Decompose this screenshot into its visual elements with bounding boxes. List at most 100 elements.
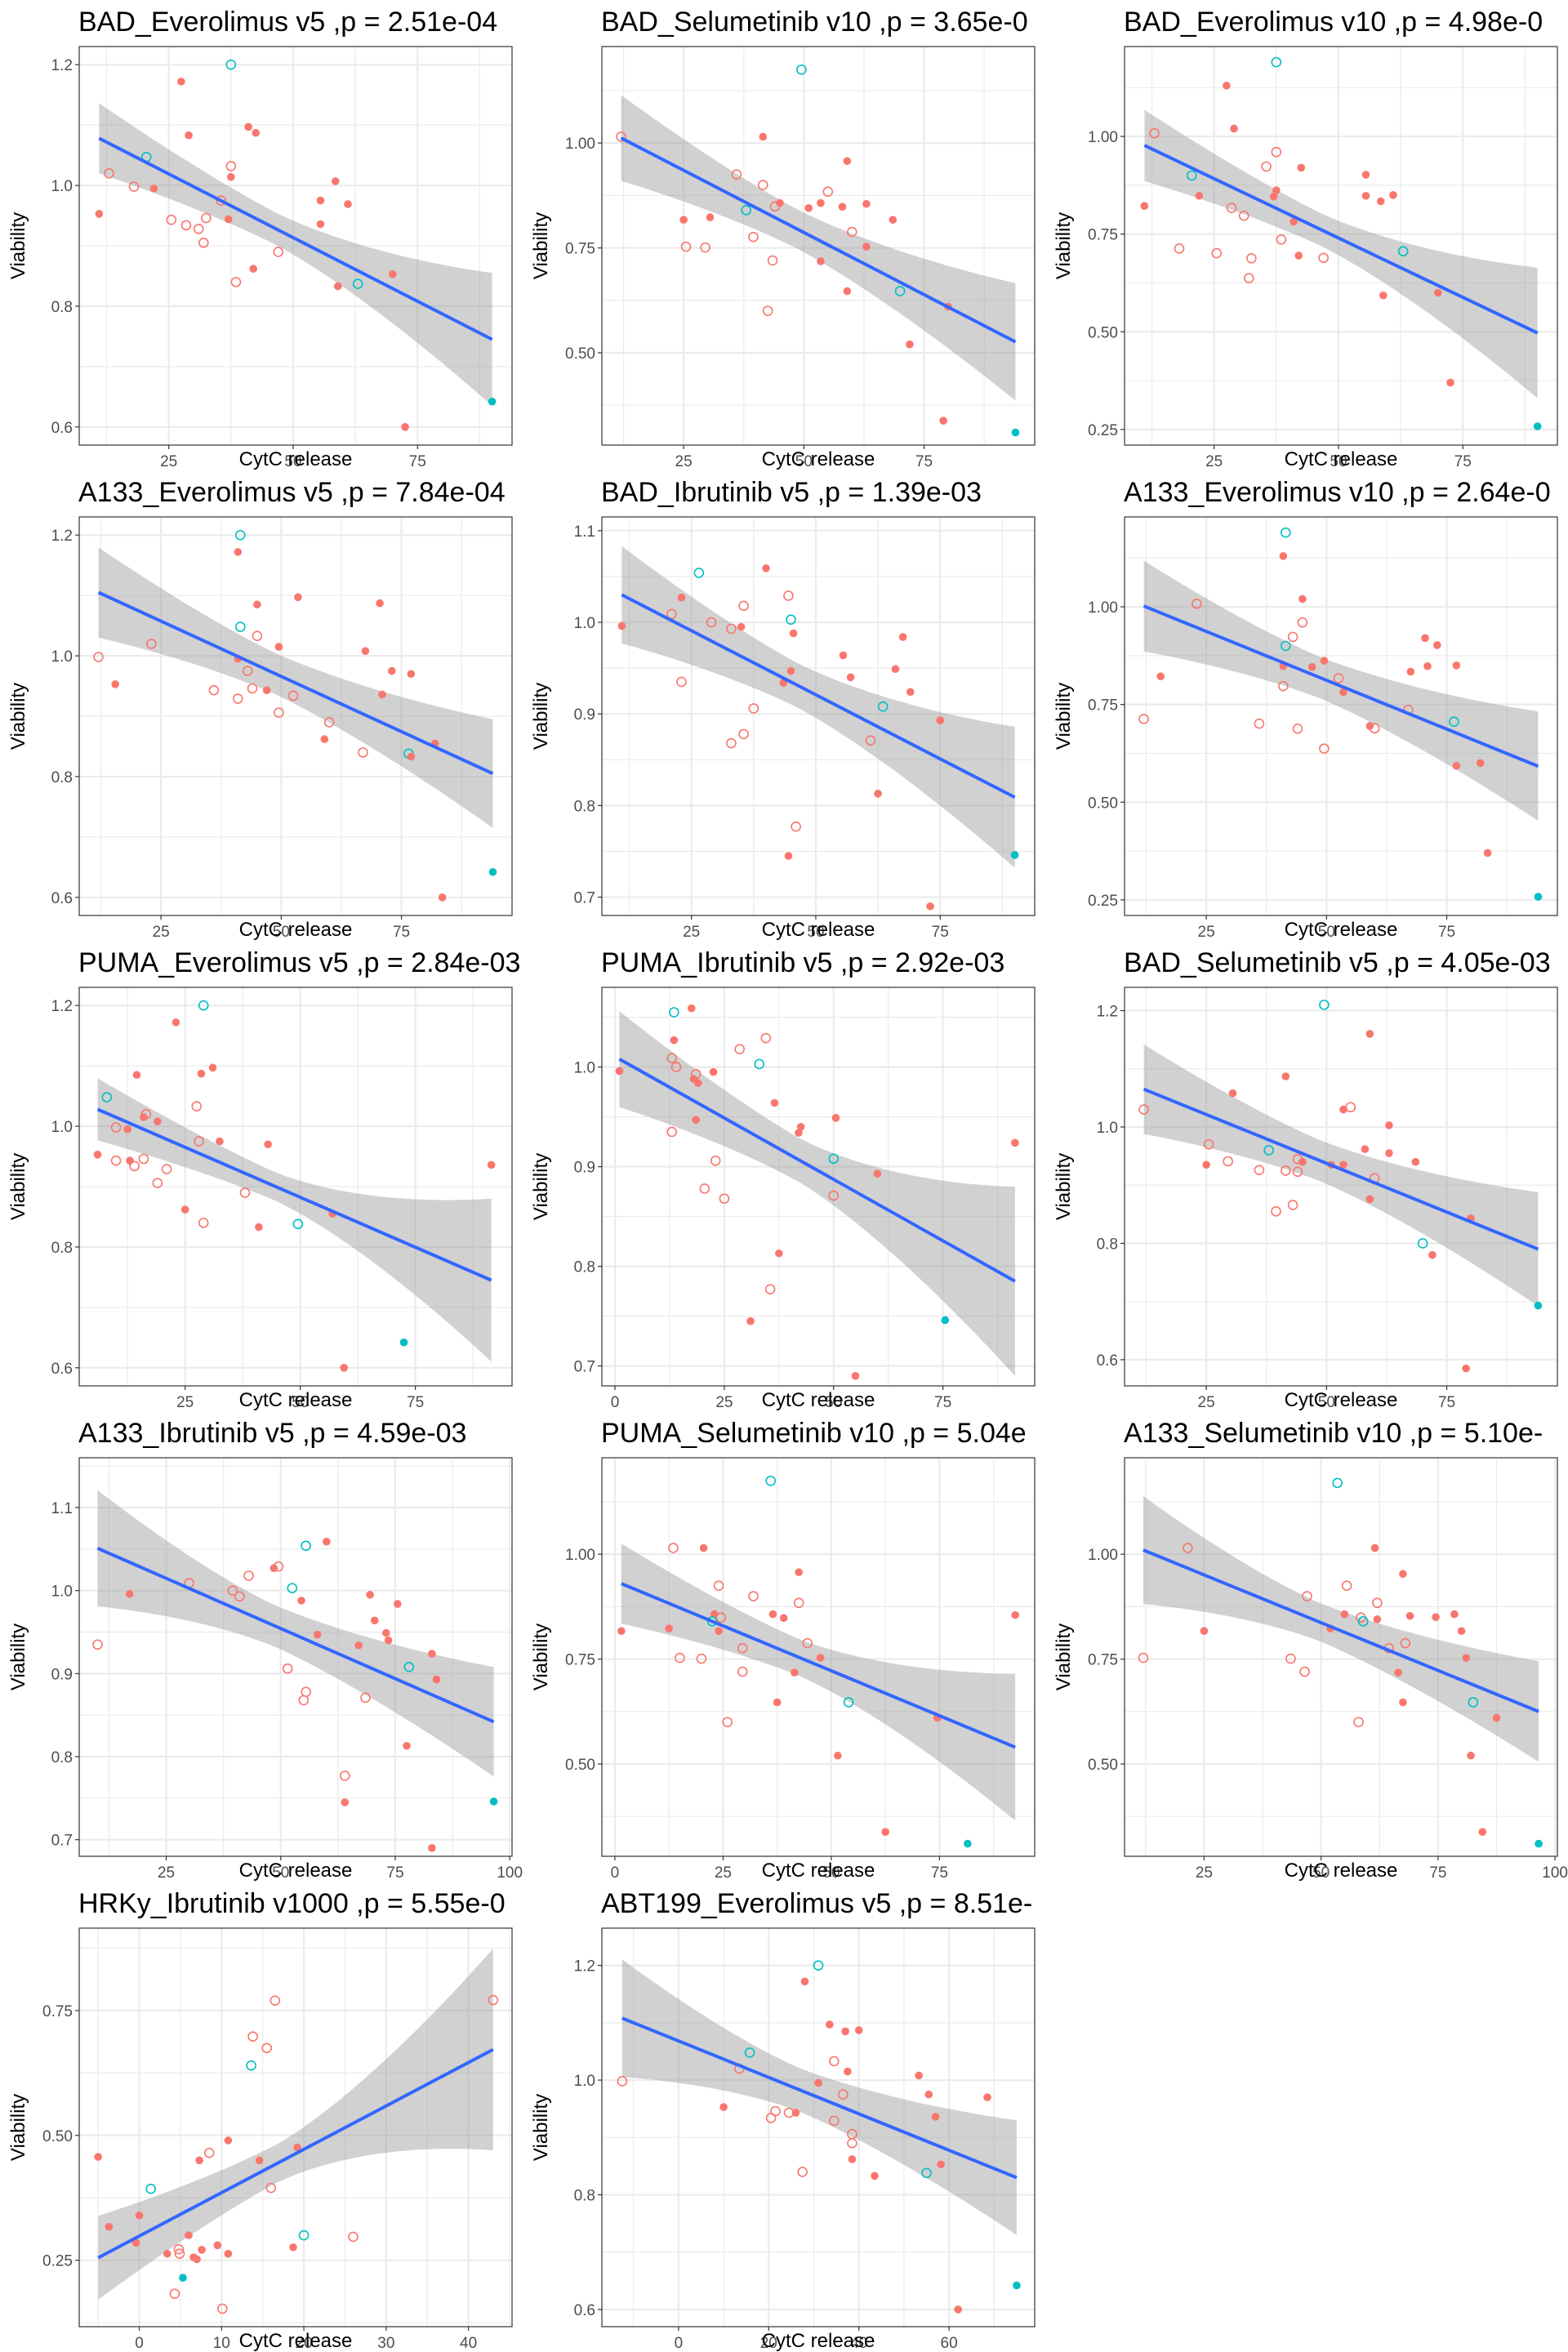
plot-border bbox=[78, 46, 513, 446]
data-point-open bbox=[828, 1190, 840, 1201]
data-point-open bbox=[813, 1960, 824, 1971]
regression-line bbox=[618, 1058, 1016, 1283]
x-axis-label: CytC release bbox=[1285, 1860, 1398, 1882]
data-point-filled bbox=[687, 1004, 696, 1013]
data-point-open bbox=[793, 1597, 804, 1609]
data-point-open bbox=[104, 167, 114, 179]
data-point-filled bbox=[677, 593, 686, 602]
data-point-filled bbox=[1452, 662, 1461, 670]
y-axis-label: Viability bbox=[7, 2094, 29, 2161]
data-point-filled bbox=[185, 131, 193, 140]
y-tick-label: 0.8 bbox=[51, 299, 73, 316]
data-point-open bbox=[762, 305, 773, 316]
panel-title: BAD_Everolimus v10 ,p = 4.98e-0 bbox=[1124, 7, 1544, 38]
data-point-filled bbox=[95, 210, 104, 218]
panel-title: PUMA_Ibrutinib v5 ,p = 2.92e-03 bbox=[601, 947, 1005, 978]
data-point-open bbox=[282, 1663, 293, 1674]
data-point-open bbox=[838, 2089, 849, 2100]
plot-svg: 0 20 40 60 0.6 0.8 1.0 1.2 CytC release Viability bbox=[530, 1927, 1036, 2352]
y-tick-label: 0.75 bbox=[1088, 697, 1118, 715]
data-point-filled bbox=[873, 1169, 882, 1178]
data-point-open bbox=[128, 181, 140, 192]
data-point-open bbox=[234, 529, 246, 541]
data-point-filled bbox=[1399, 1570, 1407, 1579]
data-point-filled bbox=[1340, 1610, 1349, 1619]
data-point-open bbox=[101, 1092, 113, 1102]
data-point-open bbox=[242, 666, 253, 676]
data-point-filled bbox=[939, 416, 947, 425]
data-point-open bbox=[301, 1540, 311, 1552]
data-point-open bbox=[713, 1580, 724, 1591]
data-point-filled bbox=[1432, 641, 1441, 649]
x-tick-label: 0 bbox=[611, 1864, 620, 1882]
y-axis-label: Viability bbox=[530, 683, 552, 750]
data-point-filled bbox=[227, 172, 235, 181]
data-point-filled bbox=[387, 666, 396, 675]
data-point-filled bbox=[924, 2090, 933, 2099]
data-point-filled bbox=[843, 287, 852, 296]
x-tick-label: 50 bbox=[825, 1394, 842, 1411]
data-point-open bbox=[1287, 1200, 1298, 1210]
data-point-open bbox=[298, 2230, 310, 2241]
data-point-open bbox=[731, 169, 742, 180]
y-tick-label: 0.6 bbox=[574, 2302, 595, 2319]
data-point-filled bbox=[779, 1614, 788, 1623]
data-point-filled bbox=[693, 1079, 702, 1087]
x-tick-label: 25 bbox=[153, 924, 170, 941]
data-point-open bbox=[1254, 718, 1265, 729]
x-tick-label: 25 bbox=[715, 1394, 733, 1411]
data-point-filled bbox=[1365, 1195, 1374, 1204]
data-point-open bbox=[208, 684, 220, 696]
data-point-open bbox=[1271, 146, 1282, 158]
data-point-filled bbox=[1492, 1713, 1501, 1722]
data-point-filled bbox=[249, 265, 258, 273]
data-point-open bbox=[696, 1653, 707, 1664]
data-point-open bbox=[247, 2031, 258, 2042]
data-point-filled bbox=[670, 1036, 679, 1045]
y-tick-label: 1.0 bbox=[51, 178, 73, 195]
data-point-filled bbox=[253, 600, 261, 609]
data-point-filled bbox=[313, 1630, 322, 1639]
data-point-open bbox=[1318, 252, 1329, 264]
y-tick-label: 0.8 bbox=[574, 1259, 595, 1276]
data-point-filled bbox=[617, 621, 626, 630]
data-point-filled bbox=[370, 1616, 379, 1625]
x-tick-label: 25 bbox=[160, 453, 177, 470]
data-point-filled bbox=[432, 1675, 441, 1684]
data-point-open bbox=[757, 180, 768, 190]
data-point-open bbox=[1280, 527, 1291, 538]
data-point-filled bbox=[213, 2241, 222, 2250]
data-point-open bbox=[358, 747, 368, 758]
data-point-filled bbox=[289, 2243, 297, 2252]
data-point-filled bbox=[1478, 1828, 1487, 1837]
data-point-filled bbox=[1389, 191, 1397, 199]
data-point-filled bbox=[1483, 849, 1492, 858]
data-point-open bbox=[225, 59, 237, 70]
y-tick-label: 0.75 bbox=[1088, 227, 1118, 244]
data-point-open bbox=[706, 1616, 718, 1627]
data-point-filled bbox=[831, 1114, 840, 1122]
data-point-open bbox=[173, 2243, 185, 2255]
data-point-filled bbox=[401, 423, 409, 431]
plot-svg: 0 25 50 75 0.7 0.8 0.9 1.0 CytC release Viability bbox=[530, 987, 1036, 1411]
y-tick-label: 1.00 bbox=[565, 1547, 595, 1564]
data-point-filled bbox=[403, 1741, 411, 1750]
data-point-filled bbox=[1399, 1698, 1407, 1707]
data-point-filled bbox=[1423, 662, 1432, 670]
x-tick-label: 50 bbox=[292, 1394, 309, 1411]
plot-content bbox=[617, 1475, 1019, 1848]
data-point-filled bbox=[195, 2156, 203, 2165]
data-point-open bbox=[1292, 724, 1303, 734]
y-axis-label: Viability bbox=[7, 1624, 29, 1690]
plot-border bbox=[1124, 516, 1558, 916]
data-point-filled bbox=[775, 1249, 783, 1258]
y-tick-label: 1.0 bbox=[574, 615, 595, 632]
data-point-filled bbox=[719, 2103, 728, 2111]
data-point-open bbox=[741, 205, 751, 216]
data-point-filled bbox=[180, 1205, 189, 1214]
data-point-open bbox=[767, 255, 778, 266]
data-point-open bbox=[737, 1666, 748, 1677]
data-point-filled bbox=[125, 1589, 134, 1598]
data-point-open bbox=[1271, 1205, 1281, 1217]
data-point-open bbox=[1192, 598, 1202, 609]
